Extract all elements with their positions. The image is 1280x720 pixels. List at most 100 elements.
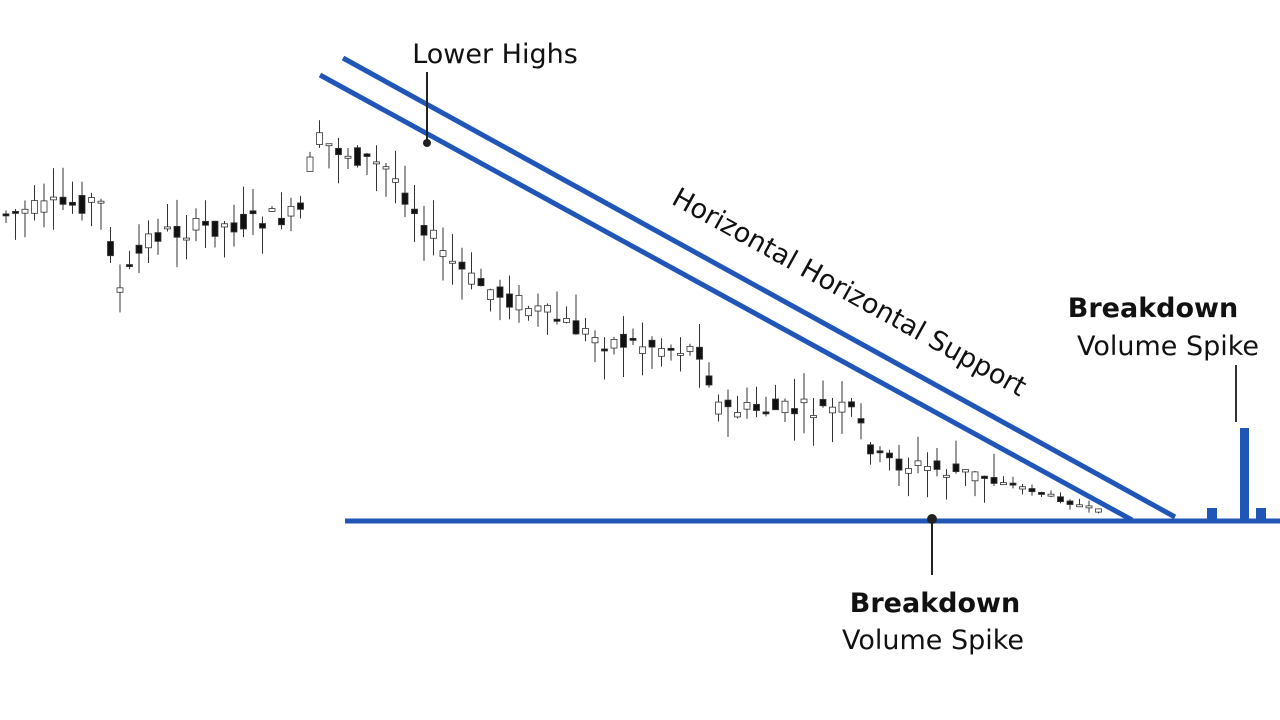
- candle-body: [107, 241, 114, 257]
- candle-body: [31, 200, 38, 214]
- candle-body: [800, 398, 808, 404]
- candle-body: [325, 143, 333, 147]
- candle-body: [1028, 488, 1036, 493]
- candle-body: [401, 192, 409, 205]
- candle-body: [667, 347, 675, 351]
- candle-body: [211, 220, 219, 237]
- candle-body: [496, 286, 504, 298]
- candle-body: [259, 223, 266, 229]
- candle-body: [971, 471, 979, 482]
- lower-highs-label: Lower Highs: [412, 39, 578, 70]
- candle-body: [1000, 482, 1007, 486]
- candle-body: [382, 166, 390, 170]
- candle-body: [316, 132, 323, 145]
- candle-body: [69, 201, 76, 206]
- candle-body: [306, 156, 314, 172]
- candle-body: [924, 466, 931, 471]
- breakdown-title: Breakdown: [1068, 293, 1238, 324]
- candle-body: [202, 220, 209, 226]
- candle-body: [857, 418, 865, 424]
- volume-bar: [1207, 508, 1217, 521]
- candle-body: [1047, 493, 1055, 497]
- candle-body: [743, 402, 751, 410]
- candle-body: [221, 223, 228, 228]
- candle-body: [810, 415, 817, 419]
- candle-body: [990, 477, 998, 484]
- candle-body: [297, 202, 304, 210]
- candle-body: [677, 352, 684, 356]
- candle-body: [886, 452, 893, 459]
- candle-body: [392, 178, 399, 183]
- candle-body: [1085, 505, 1093, 509]
- candle-body: [876, 450, 884, 454]
- candle-body: [648, 339, 656, 348]
- candle-body: [715, 401, 722, 415]
- candle-body: [335, 147, 342, 156]
- candle-body: [12, 211, 19, 214]
- candle-body: [658, 348, 665, 357]
- candle-body: [477, 278, 485, 287]
- candle-body: [639, 346, 646, 354]
- candle-body: [1066, 500, 1074, 505]
- candle-body: [145, 233, 152, 249]
- candle-body: [1076, 504, 1083, 508]
- candle-body: [487, 289, 494, 300]
- candle-body: [135, 244, 143, 254]
- candle-body: [97, 200, 105, 204]
- candle-body: [838, 401, 846, 413]
- candle-body: [1038, 492, 1045, 495]
- candle-body: [411, 208, 418, 215]
- candle-body: [753, 403, 760, 411]
- candle-body: [506, 293, 513, 308]
- candle-body: [914, 460, 922, 466]
- volume-bar: [1256, 508, 1266, 521]
- upper-trendline: [341, 55, 1177, 520]
- pointer-dot: [423, 139, 431, 147]
- candle-body: [183, 237, 190, 241]
- candle-body: [620, 333, 627, 348]
- candle-body: [2, 213, 10, 217]
- candle-body: [981, 475, 988, 479]
- candle-body: [895, 458, 903, 471]
- candle-body: [88, 197, 95, 203]
- candle-body: [734, 412, 741, 418]
- candles: [2, 120, 1102, 514]
- candle-body: [116, 287, 124, 293]
- candle-body: [819, 399, 827, 407]
- breakdown-subtitle: Volume Spike: [1077, 331, 1259, 362]
- candle-body: [1095, 508, 1102, 513]
- candle-body: [430, 229, 437, 239]
- candle-body: [1019, 486, 1026, 490]
- candle-body: [525, 308, 532, 317]
- candle-body: [287, 205, 295, 217]
- candle-body: [572, 320, 580, 335]
- candle-body: [468, 272, 475, 285]
- candle-body: [420, 224, 428, 236]
- candle-body: [59, 196, 67, 205]
- candle-body: [1057, 496, 1064, 503]
- candle-body: [363, 153, 371, 157]
- candle-body: [582, 328, 589, 335]
- candle-body: [591, 337, 599, 344]
- candle-body: [952, 463, 960, 473]
- candle-body: [344, 155, 352, 159]
- candle-body: [933, 460, 941, 470]
- candle-body: [126, 264, 133, 267]
- candle-body: [50, 196, 57, 201]
- candle-body: [40, 200, 48, 213]
- breakdown-title: Breakdown: [850, 588, 1020, 619]
- candle-body: [1009, 482, 1017, 486]
- candle-body: [373, 161, 380, 165]
- candle-body: [905, 468, 912, 474]
- candle-body: [354, 147, 361, 166]
- candle-body: [696, 346, 703, 360]
- volume-bar: [1240, 428, 1249, 521]
- candle-body: [449, 260, 456, 264]
- candle-body: [192, 217, 200, 231]
- lower-trendline: [318, 72, 1134, 523]
- candle-body: [439, 250, 447, 257]
- candle-body: [230, 222, 238, 233]
- candle-body: [21, 208, 29, 214]
- candle-body: [240, 213, 247, 230]
